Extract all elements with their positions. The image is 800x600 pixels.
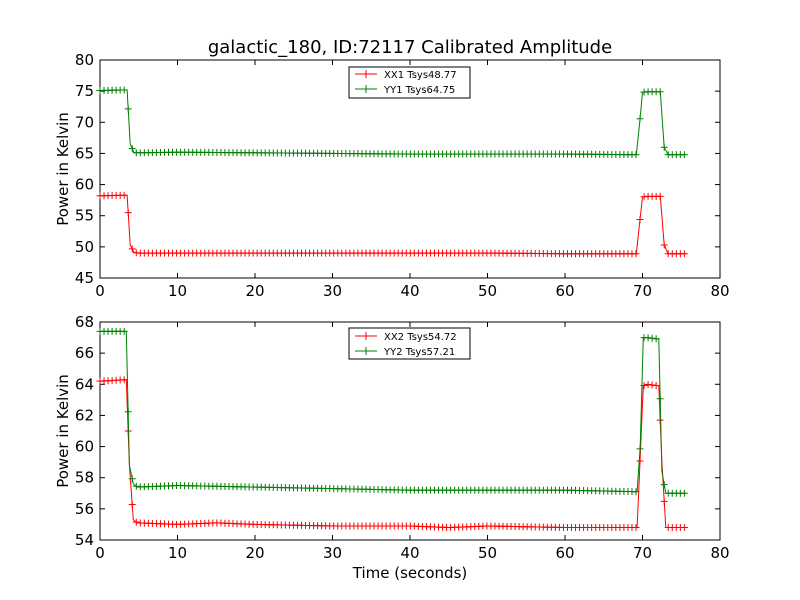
data-point-yy2 [124, 408, 132, 416]
data-point-yy1 [680, 151, 688, 159]
top-panel: galactic_180, ID:72117 Calibrated Amplit… [54, 37, 730, 300]
bottom-y-tick-label: 62 [75, 406, 94, 424]
top-x-tick-label: 20 [245, 282, 264, 300]
data-point-yy1 [660, 143, 668, 151]
data-point-yy2 [680, 489, 688, 497]
bottom-y-tick-label: 66 [75, 344, 94, 362]
top-y-tick-label: 75 [75, 82, 94, 100]
bottom-legend-box [348, 327, 471, 360]
bottom-x-tick-label: 30 [323, 544, 342, 562]
top-x-tick-label: 60 [555, 282, 574, 300]
top-x-tick-label: 10 [168, 282, 187, 300]
data-point-yy1 [636, 115, 644, 123]
legend-xx2-label: XX2 Tsys54.72 [384, 332, 457, 343]
data-point-xx2 [132, 518, 140, 526]
data-point-yy2 [652, 335, 660, 343]
data-point-xx1 [636, 215, 644, 223]
bottom-panel: Power in Kelvin Time (seconds) 0 10 20 30 40… [54, 313, 730, 582]
series-line-yy1 [99, 89, 686, 156]
top-y-tick-label: 60 [75, 176, 94, 194]
bottom-x-tick-label: 70 [633, 544, 652, 562]
data-point-xx2 [128, 500, 136, 508]
data-point-xx2 [636, 457, 644, 465]
series-markers-yy2 [96, 327, 688, 497]
data-point-yy2 [128, 475, 136, 483]
legend-yy2-label: YY2 Tsys57.21 [383, 347, 455, 358]
data-point-xx2 [648, 381, 656, 389]
bottom-x-tick-label: 80 [710, 544, 729, 562]
top-y-axis-label: Power in Kelvin [54, 112, 72, 226]
top-y-tick-label: 65 [75, 144, 94, 162]
data-point-xx2 [120, 376, 128, 384]
data-point-xx2 [644, 381, 652, 388]
bottom-x-tick-label: 0 [95, 544, 105, 562]
bottom-y-tick-label: 68 [75, 313, 94, 331]
data-point-xx1 [680, 250, 688, 258]
top-series-group [96, 86, 688, 258]
bottom-x-tick-label: 20 [245, 544, 264, 562]
data-point-yy1 [128, 145, 136, 153]
top-x-tick-label: 80 [710, 282, 729, 300]
data-point-yy2 [632, 488, 640, 496]
data-point-yy2 [120, 327, 128, 335]
series-line-xx2 [99, 379, 686, 529]
top-y-tick-label: 50 [75, 238, 94, 256]
legend-xx1-label: XX1 Tsys48.77 [384, 70, 457, 81]
top-y-tick-label: 80 [75, 51, 94, 69]
data-point-xx1 [120, 191, 128, 199]
top-y-tick-label: 45 [75, 269, 94, 287]
data-point-yy1 [120, 86, 128, 94]
data-point-xx2 [680, 524, 688, 532]
chart-title: galactic_180, ID:72117 Calibrated Amplit… [208, 37, 612, 58]
data-point-yy2 [660, 481, 668, 489]
data-point-xx2 [660, 497, 668, 505]
top-x-tick-label: 70 [633, 282, 652, 300]
series-markers-xx1 [96, 191, 688, 258]
data-point-yy2 [636, 445, 644, 453]
data-point-xx1 [124, 209, 132, 217]
top-x-tick-label: 40 [400, 282, 419, 300]
bottom-y-tick-label: 58 [75, 469, 94, 487]
top-legend-box [348, 66, 471, 99]
bottom-x-tick-label: 40 [400, 544, 419, 562]
data-point-yy1 [124, 105, 132, 113]
bottom-y-tick-label: 56 [75, 500, 94, 518]
top-legend: XX1 Tsys48.77 YY1 Tsys64.75 [348, 66, 471, 99]
bottom-x-tick-label: 10 [168, 544, 187, 562]
data-point-yy2 [656, 395, 664, 403]
data-point-yy2 [644, 334, 652, 342]
data-point-yy2 [648, 334, 656, 342]
top-x-tick-label: 30 [323, 282, 342, 300]
data-point-xx1 [656, 192, 664, 200]
bottom-x-tick-label: 60 [555, 544, 574, 562]
bottom-y-tick-label: 54 [75, 531, 94, 549]
top-y-tick-label: 70 [75, 113, 94, 131]
series-markers-xx2 [96, 376, 688, 532]
series-line-xx1 [99, 194, 686, 255]
top-x-tick-label: 50 [478, 282, 497, 300]
legend-yy1-label: YY1 Tsys64.75 [383, 85, 455, 96]
top-x-tick-label: 0 [95, 282, 105, 300]
data-point-yy1 [632, 151, 640, 159]
data-point-xx1 [632, 250, 640, 258]
bottom-x-axis-label: Time (seconds) [352, 564, 468, 582]
bottom-legend: XX2 Tsys54.72 YY2 Tsys57.21 [348, 327, 471, 360]
series-markers-yy1 [96, 86, 688, 159]
bottom-x-tick-label: 50 [478, 544, 497, 562]
bottom-series-group [96, 327, 688, 532]
bottom-y-tick-label: 60 [75, 438, 94, 456]
top-y-tick-label: 55 [75, 207, 94, 225]
data-point-xx1 [660, 241, 668, 249]
data-point-yy2 [132, 482, 140, 490]
data-point-xx1 [128, 245, 136, 253]
data-point-xx2 [652, 382, 660, 390]
bottom-y-tick-label: 64 [75, 375, 94, 393]
data-point-xx2 [632, 524, 640, 532]
top-axis-ticks: 0 10 20 30 40 50 60 70 80 45 50 55 60 65 70 75 80 [75, 51, 730, 300]
bottom-axis-ticks: 0 10 20 30 40 50 60 70 80 54 56 58 60 62 64 66 68 [75, 313, 730, 562]
bottom-y-axis-label: Power in Kelvin [54, 374, 72, 488]
data-point-yy1 [656, 88, 664, 96]
